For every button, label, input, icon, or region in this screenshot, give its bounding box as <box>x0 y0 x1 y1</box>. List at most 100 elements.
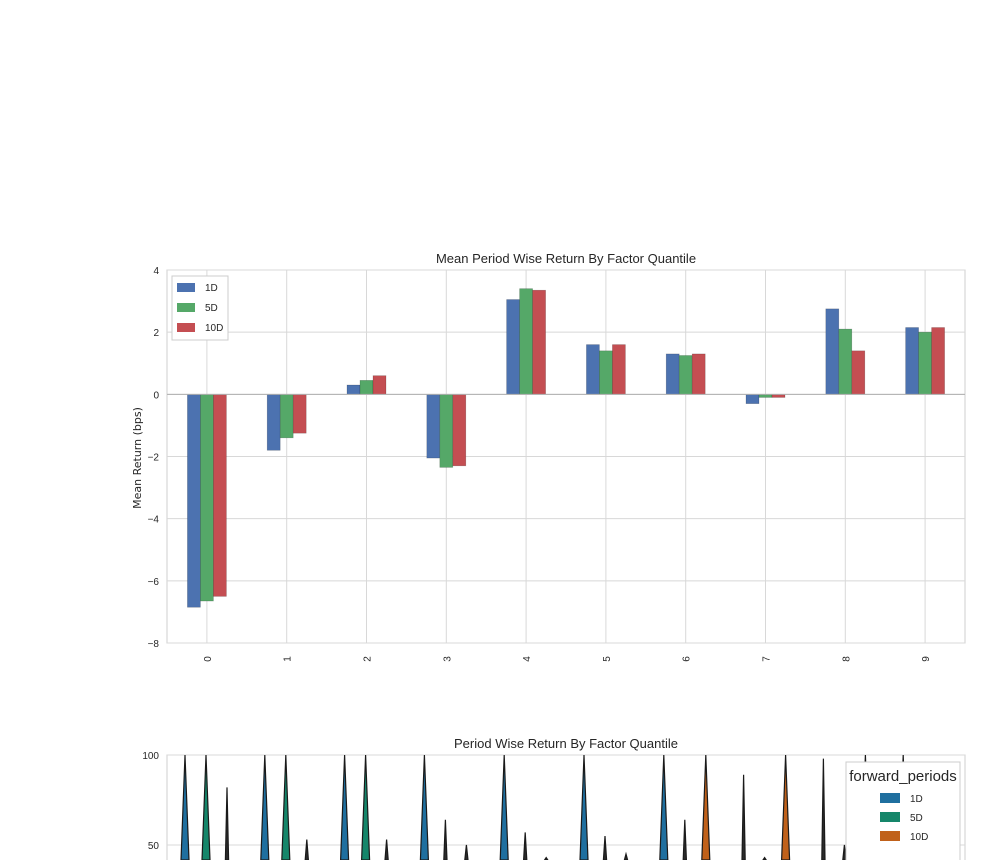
violin-q0-5d <box>201 754 211 860</box>
violin-q5-1d <box>579 754 589 860</box>
violin-q0-10d <box>224 787 230 860</box>
legend-label-1d: 1D <box>205 283 218 294</box>
bar-1d-q8 <box>825 308 840 395</box>
violin-q1-10d <box>304 839 310 860</box>
chart1-y-tick-label: −6 <box>148 577 160 588</box>
legend-swatch-10d <box>177 323 195 332</box>
legend2-swatch-10d <box>880 831 900 841</box>
chart1-y-tick-label: −8 <box>148 639 160 650</box>
chart1-x-tick-label: 9 <box>921 656 932 662</box>
bar-1d-q0 <box>187 394 201 608</box>
chart1-legend: 1D 5D 10D <box>171 275 229 341</box>
bar-1d-q2 <box>346 384 361 395</box>
bar-1d-q3 <box>426 394 441 459</box>
violin-q6-5d <box>682 819 688 860</box>
bar-10d-q8 <box>851 350 866 395</box>
violin-q4-10d <box>543 856 549 860</box>
legend-swatch-5d <box>177 303 195 312</box>
chart1-x-tick-label: 6 <box>682 656 693 662</box>
violin-q8-5d <box>842 844 847 860</box>
bar-5d-q6 <box>678 355 693 395</box>
bar-10d-q6 <box>691 353 706 395</box>
violin-q3-1d <box>419 754 430 860</box>
legend2-label-1d: 1D <box>910 794 923 805</box>
bar-5d-q1 <box>279 394 294 439</box>
violin-q7-1d <box>741 774 746 860</box>
legend2-label-5d: 5D <box>910 813 923 824</box>
violin-q5-10d <box>623 851 629 860</box>
chart1-y-tick-label: 4 <box>153 266 159 277</box>
chart2-legend-box <box>845 761 961 860</box>
chart1-bars <box>187 288 945 608</box>
violin-q3-10d <box>464 844 469 860</box>
chart2-title: Period Wise Return By Factor Quantile <box>454 736 678 751</box>
violin-q7-5d <box>762 856 767 860</box>
legend-swatch-1d <box>177 283 195 292</box>
bar-5d-q0 <box>200 394 214 602</box>
legend-label-5d: 5D <box>205 303 218 314</box>
violin-q3-5d <box>443 819 448 860</box>
chart2-violins <box>180 754 927 860</box>
legend2-swatch-5d <box>880 812 900 822</box>
chart1-x-ticks: 0 1 2 3 4 5 6 7 8 9 <box>203 656 932 662</box>
chart1-x-tick-label: 8 <box>841 656 852 662</box>
bar-5d-q5 <box>599 350 613 395</box>
period-return-violin-chart: Period Wise Return By Factor Quantile 10… <box>142 736 966 860</box>
bar-5d-q2 <box>359 380 374 395</box>
violin-q2-5d <box>360 754 371 860</box>
bar-5d-q8 <box>838 328 853 395</box>
bar-1d-q5 <box>586 344 600 395</box>
bar-10d-q2 <box>372 375 387 395</box>
chart1-y-tick-label: −4 <box>148 515 160 526</box>
bar-10d-q0 <box>213 394 227 597</box>
chart1-x-tick-label: 5 <box>602 656 613 662</box>
bar-1d-q9 <box>905 327 919 395</box>
bar-5d-q3 <box>439 394 454 468</box>
chart1-x-tick-label: 7 <box>762 656 773 662</box>
chart1-x-tick-label: 4 <box>522 656 533 662</box>
violin-q8-1d <box>821 758 826 860</box>
violin-q4-5d <box>522 832 528 860</box>
violin-q5-5d <box>602 835 608 860</box>
bar-1d-q7 <box>745 394 760 404</box>
bar-5d-q9 <box>918 331 932 395</box>
bar-5d-q4 <box>519 288 533 395</box>
chart1-x-tick-label: 0 <box>203 656 214 662</box>
violin-q4-1d <box>499 754 509 860</box>
chart2-legend: forward_periods 1D 5D 10D <box>845 761 961 860</box>
bar-10d-q5 <box>612 344 626 395</box>
legend2-swatch-1d <box>880 793 900 803</box>
chart2-legend-title: forward_periods <box>849 768 957 785</box>
chart1-y-ticks: 4 2 0 −2 −4 −6 −8 <box>148 266 160 650</box>
violin-q2-1d <box>339 754 350 860</box>
violin-q6-1d <box>659 754 669 860</box>
chart1-x-tick-label: 3 <box>442 656 453 662</box>
violin-q7-10d <box>780 754 791 860</box>
bar-1d-q1 <box>266 394 281 451</box>
chart1-x-tick-label: 2 <box>363 656 374 662</box>
chart2-y-tick-label: 100 <box>142 751 159 762</box>
bar-1d-q4 <box>506 299 520 395</box>
chart1-y-tick-label: 2 <box>153 328 159 339</box>
mean-return-chart: Mean Period Wise Return By Factor Quanti… <box>131 251 966 662</box>
chart2-y-tick-label: 50 <box>148 841 160 852</box>
violin-q6-10d <box>701 754 711 860</box>
violin-q1-5d <box>281 754 291 860</box>
chart1-x-tick-label: 1 <box>283 656 294 662</box>
chart2-y-ticks: 100 50 <box>142 751 159 852</box>
legend2-label-10d: 10D <box>910 832 928 843</box>
bar-10d-q4 <box>532 289 546 395</box>
chart1-y-tick-label: −2 <box>148 453 160 464</box>
bar-10d-q3 <box>452 394 467 467</box>
legend-label-10d: 10D <box>205 323 223 334</box>
violin-q0-1d <box>180 754 190 860</box>
chart1-gridlines <box>167 269 965 644</box>
violin-q1-1d <box>260 754 270 860</box>
chart1-title: Mean Period Wise Return By Factor Quanti… <box>436 251 696 266</box>
bar-10d-q9 <box>931 327 945 395</box>
bar-10d-q1 <box>292 394 307 434</box>
violin-q2-10d <box>384 839 389 860</box>
chart1-y-axis-label: Mean Return (bps) <box>131 407 144 509</box>
chart1-y-tick-label: 0 <box>153 390 159 401</box>
